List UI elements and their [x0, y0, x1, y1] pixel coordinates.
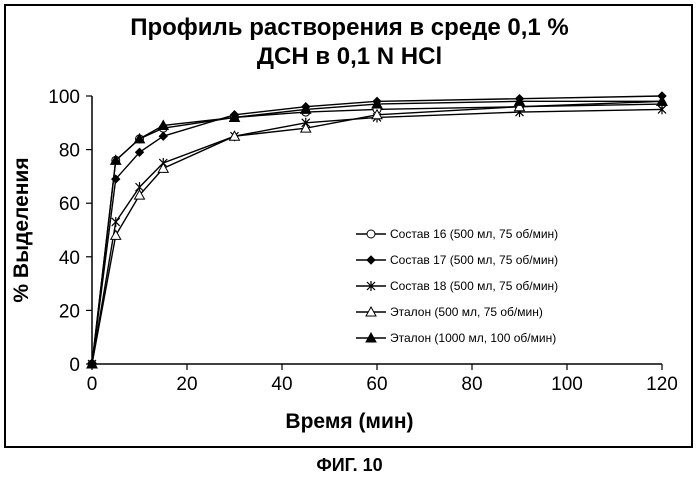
x-tick-label: 0 [87, 374, 98, 395]
x-tick-label: 80 [461, 374, 482, 395]
legend-label: Эталон (1000 мл, 100 об/мин) [390, 331, 556, 345]
y-axis-label: % Выделения [10, 157, 33, 303]
legend-entry-1: Состав 16 (500 мл, 75 об/мин) [356, 227, 558, 241]
series-line [91, 108, 663, 365]
chart-title-line1: Профиль растворения в среде 0,1 % [130, 14, 569, 41]
legend-marker [365, 331, 377, 343]
y-tick-label: 80 [59, 141, 80, 162]
series-line [91, 100, 663, 365]
data-point [133, 132, 146, 144]
x-tick-label: 20 [176, 374, 197, 395]
data-point [299, 103, 312, 114]
y-tick-label: 0 [69, 355, 80, 376]
legend-label: Эталон (500 мл, 75 об/мин) [390, 305, 543, 319]
legend-marker [366, 229, 376, 239]
data-point [133, 189, 146, 200]
y-tick-label: 60 [59, 194, 80, 215]
data-point [157, 162, 170, 173]
x-tick-label: 60 [366, 374, 387, 395]
data-point [656, 95, 668, 106]
legend-entry-5: Эталон (1000 мл, 100 об/мин) [356, 331, 556, 345]
legend-marker [366, 281, 376, 291]
series-2 [87, 91, 667, 369]
series-5 [86, 95, 668, 369]
series-line [91, 100, 662, 365]
x-tick-label: 100 [551, 374, 583, 395]
y-tick-label: 100 [48, 87, 80, 108]
data-point [134, 147, 145, 157]
legend-marker [366, 255, 376, 265]
series-4 [86, 95, 668, 369]
chart-title-line2: ДСН в 0,1 N HCl [256, 43, 443, 70]
legend-label: Состав 18 (500 мл, 75 об/мин) [390, 279, 558, 293]
series-3 [87, 104, 667, 369]
data-point [228, 111, 241, 122]
data-point [86, 357, 98, 369]
data-point [109, 154, 122, 165]
data-point [111, 216, 121, 227]
legend-entry-3: Состав 18 (500 мл, 75 об/мин) [356, 279, 558, 293]
data-point [371, 98, 383, 109]
data-point [157, 119, 170, 130]
data-point [657, 104, 667, 115]
data-point [158, 131, 168, 141]
data-point [371, 108, 383, 120]
figure-caption: ФИГ. 10 [316, 455, 383, 475]
data-point [513, 100, 526, 112]
legend-marker [365, 305, 377, 317]
legend-entry-4: Эталон (500 мл, 75 об/мин) [356, 305, 543, 319]
legend-label: Состав 17 (500 мл, 75 об/мин) [390, 253, 558, 267]
x-tick-label: 120 [646, 374, 678, 395]
x-tick-label: 40 [271, 374, 292, 395]
y-tick-label: 40 [59, 248, 80, 269]
x-axis-label: Время (мин) [285, 410, 414, 433]
series-line [91, 95, 663, 365]
legend-entry-2: Состав 17 (500 мл, 75 об/мин) [356, 253, 558, 267]
y-tick-label: 20 [59, 301, 80, 322]
data-point [109, 229, 122, 240]
data-point [228, 130, 241, 141]
data-point [513, 95, 526, 106]
chart-frame [4, 4, 693, 448]
legend-label: Состав 16 (500 мл, 75 об/мин) [390, 227, 558, 241]
data-point [299, 122, 312, 133]
